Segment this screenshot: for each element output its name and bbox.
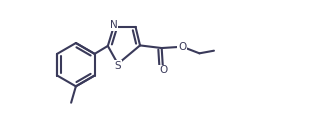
Text: N: N: [110, 20, 117, 30]
Text: S: S: [114, 61, 121, 71]
Text: O: O: [178, 42, 186, 52]
Text: O: O: [159, 65, 167, 76]
